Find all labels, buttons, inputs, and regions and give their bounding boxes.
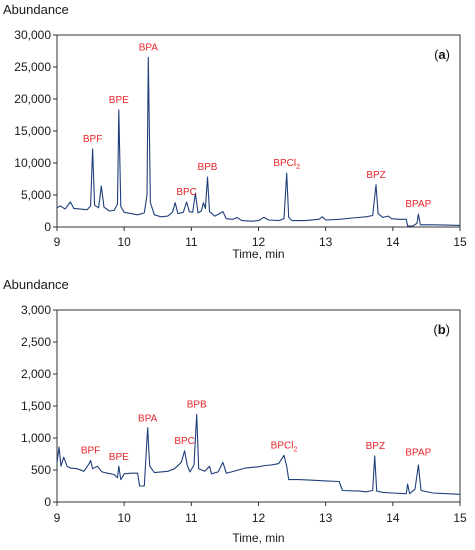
x-tick-label: 15 xyxy=(453,235,467,249)
peak-label: BPF xyxy=(81,445,100,456)
peak-label: BPZ xyxy=(366,170,385,181)
peak-label: BPCl2 xyxy=(273,158,300,171)
y-tick-label: 1,000 xyxy=(21,431,51,445)
y-tick-label: 25,000 xyxy=(14,60,51,74)
x-tick-label: 10 xyxy=(117,235,131,249)
peak-label: BPF xyxy=(83,134,102,145)
x-tick-label: 14 xyxy=(386,235,400,249)
peak-label: BPA xyxy=(138,413,158,424)
y-tick-label: 30,000 xyxy=(14,28,51,42)
peak-label: BPA xyxy=(139,42,159,53)
panel-label: (b) xyxy=(433,322,450,337)
y-tick-label: 1,500 xyxy=(21,399,51,413)
peak-label: BPE xyxy=(109,452,129,463)
x-tick-label: 10 xyxy=(117,511,131,525)
y-tick-label: 20,000 xyxy=(14,92,51,106)
peak-label: BPB xyxy=(187,399,207,410)
y-axis-label: Abundance xyxy=(3,2,69,17)
chromatogram-trace xyxy=(56,413,461,495)
peak-label: BPZ xyxy=(366,441,385,452)
x-axis-label: Time, min xyxy=(232,247,284,261)
x-tick-label: 11 xyxy=(185,235,198,249)
plot-frame xyxy=(56,309,461,503)
x-tick-label: 11 xyxy=(185,511,198,525)
y-tick-label: 500 xyxy=(31,463,51,477)
peak-label: BPC xyxy=(174,436,195,447)
panel-label: (a) xyxy=(434,47,450,62)
x-axis-label: Time, min xyxy=(232,531,284,545)
peak-label: BPE xyxy=(109,95,129,106)
x-tick-label: 13 xyxy=(319,511,333,525)
y-tick-label: 3,000 xyxy=(21,303,51,317)
peak-label: BPAP xyxy=(405,199,431,210)
y-tick-label: 2,500 xyxy=(21,335,51,349)
peak-label: BPAP xyxy=(405,447,431,458)
chromatogram-panel-a: 0 5,000 10,000 15,000 20,000 25,000 30,000 9 10 1… xyxy=(3,2,467,261)
x-tick-label: 13 xyxy=(319,235,333,249)
y-tick-label: 15,000 xyxy=(14,124,51,138)
x-tick-label: 9 xyxy=(54,511,61,525)
y-tick-label: 5,000 xyxy=(21,188,51,202)
peak-label: BPCl2 xyxy=(271,440,298,453)
y-tick-label: 10,000 xyxy=(14,156,51,170)
x-tick-label: 15 xyxy=(453,511,467,525)
y-axis-label: Abundance xyxy=(3,277,69,292)
chromatogram-panel-b: 0 500 1,000 1,500 2,000 2,500 3,000 9 10 11 12 13 14… xyxy=(3,277,467,545)
chromatogram-trace xyxy=(56,56,461,227)
x-tick-label: 9 xyxy=(54,235,61,249)
y-tick-label: 2,000 xyxy=(21,367,51,381)
peak-label: BPB xyxy=(197,162,217,173)
x-tick-label: 14 xyxy=(386,511,400,525)
x-tick-label: 12 xyxy=(252,235,266,249)
y-tick-label: 0 xyxy=(44,495,51,509)
y-tick-label: 0 xyxy=(44,220,51,234)
peak-label: BPC xyxy=(176,187,197,198)
x-tick-label: 12 xyxy=(252,511,266,525)
